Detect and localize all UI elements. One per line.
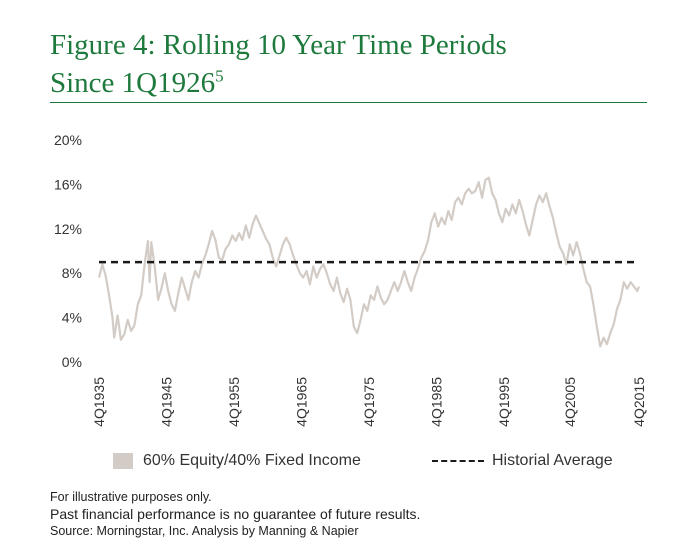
y-tick-label: 12% <box>54 221 82 237</box>
x-tick-label: 4Q1955 <box>226 377 242 427</box>
series-layer <box>97 176 641 348</box>
legend-item-average: Historial Average <box>432 452 613 470</box>
y-tick-label: 0% <box>62 354 82 370</box>
x-tick-label: 4Q1975 <box>361 377 377 427</box>
x-tick-label: 4Q2005 <box>562 377 578 427</box>
equity-fixed-income-line <box>97 176 641 348</box>
chart-title-line-2-text: Since 1Q1926 <box>50 67 216 99</box>
x-tick-label: 4Q1995 <box>496 377 512 427</box>
footnote-illustrative: For illustrative purposes only. <box>50 490 212 504</box>
title-footnote-marker: 5 <box>215 66 224 86</box>
chart-title: Figure 4: Rolling 10 Year Time Periods S… <box>50 26 650 102</box>
legend-item-series: 60% Equity/40% Fixed Income <box>113 452 361 470</box>
legend-swatch-series <box>113 453 133 469</box>
chart-title-line-2: Since 1Q19265 <box>50 64 650 102</box>
footnote-source: Source: Morningstar, Inc. Analysis by Ma… <box>50 524 359 538</box>
footnote-disclaimer: Past financial performance is no guarant… <box>50 506 421 522</box>
x-axis-labels: 4Q1935 4Q1945 4Q1955 4Q1965 4Q1975 4Q1985 4Q19… <box>91 377 647 427</box>
y-tick-label: 20% <box>54 132 82 148</box>
x-tick-label: 4Q1965 <box>294 377 310 427</box>
legend-label-series: 60% Equity/40% Fixed Income <box>143 452 361 469</box>
y-axis-labels: 0% 4% 8% 12% 16% 20% <box>54 132 82 370</box>
legend-label-average: Historial Average <box>492 452 613 469</box>
y-tick-label: 8% <box>62 265 82 281</box>
rolling-returns-chart: 0% 4% 8% 12% 16% 20% 4Q1935 4Q1945 4Q1955 4Q1965… <box>54 132 647 427</box>
footnotes: For illustrative purposes only. Past fin… <box>50 489 670 539</box>
x-tick-label: 4Q2015 <box>631 377 647 427</box>
y-tick-label: 16% <box>54 176 82 192</box>
legend-swatch-average <box>432 460 484 462</box>
x-tick-label: 4Q1935 <box>91 377 107 427</box>
chart-title-line-1: Figure 4: Rolling 10 Year Time Periods <box>50 29 507 61</box>
x-tick-label: 4Q1985 <box>429 377 445 427</box>
x-tick-label: 4Q1945 <box>159 377 175 427</box>
y-tick-label: 4% <box>62 310 82 326</box>
chart-legend: 60% Equity/40% Fixed Income Historial Av… <box>0 452 700 476</box>
title-divider <box>50 102 647 103</box>
